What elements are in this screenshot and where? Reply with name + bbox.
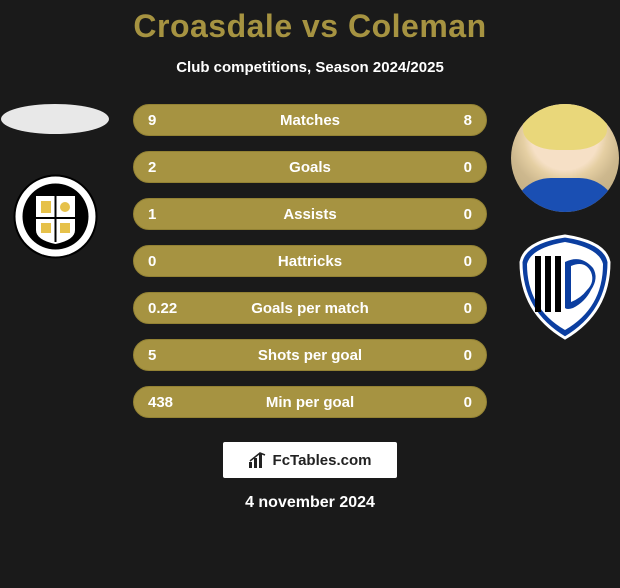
- stat-label: Goals per match: [251, 300, 369, 317]
- stat-label: Shots per goal: [258, 347, 362, 364]
- brand-badge: FcTables.com: [223, 442, 397, 478]
- stat-row-shots-per-goal: 5 Shots per goal 0: [133, 339, 487, 371]
- stat-right-value: 0: [464, 347, 472, 364]
- stat-left-value: 0.22: [148, 300, 177, 317]
- left-player-column: 1876: [0, 104, 110, 259]
- stat-label: Matches: [280, 112, 340, 129]
- stat-row-hattricks: 0 Hattricks 0: [133, 245, 487, 277]
- stat-label: Hattricks: [278, 253, 342, 270]
- stat-right-value: 0: [464, 159, 472, 176]
- stat-left-value: 2: [148, 159, 156, 176]
- right-player-photo: [511, 104, 619, 212]
- right-club-badge: [515, 232, 615, 342]
- stat-row-matches: 9 Matches 8: [133, 104, 487, 136]
- stat-right-value: 0: [464, 253, 472, 270]
- brand-label: FcTables.com: [273, 452, 372, 469]
- stat-row-goals-per-match: 0.22 Goals per match 0: [133, 292, 487, 324]
- stat-label: Min per goal: [266, 394, 354, 411]
- brand-chart-icon: [249, 452, 267, 468]
- svg-text:1876: 1876: [48, 252, 62, 258]
- stat-label: Assists: [283, 206, 336, 223]
- comparison-area: 1876 9 Matches 8 2 Goals: [0, 104, 620, 418]
- stat-right-value: 0: [464, 300, 472, 317]
- right-player-column: [510, 104, 620, 342]
- stat-left-value: 9: [148, 112, 156, 129]
- stat-right-value: 8: [464, 112, 472, 129]
- stat-left-value: 5: [148, 347, 156, 364]
- page-subtitle: Club competitions, Season 2024/2025: [0, 59, 620, 76]
- stat-left-value: 0: [148, 253, 156, 270]
- page-title: Croasdale vs Coleman: [0, 8, 620, 45]
- stat-right-value: 0: [464, 206, 472, 223]
- left-club-badge: 1876: [13, 174, 98, 259]
- stats-table: 9 Matches 8 2 Goals 0 1 Assists 0 0 Hatt…: [133, 104, 487, 418]
- date-label: 4 november 2024: [0, 494, 620, 512]
- stat-row-assists: 1 Assists 0: [133, 198, 487, 230]
- stat-label: Goals: [289, 159, 331, 176]
- stat-row-goals: 2 Goals 0: [133, 151, 487, 183]
- stat-left-value: 1: [148, 206, 156, 223]
- stat-left-value: 438: [148, 394, 173, 411]
- stat-row-min-per-goal: 438 Min per goal 0: [133, 386, 487, 418]
- stat-right-value: 0: [464, 394, 472, 411]
- left-player-photo: [1, 104, 109, 134]
